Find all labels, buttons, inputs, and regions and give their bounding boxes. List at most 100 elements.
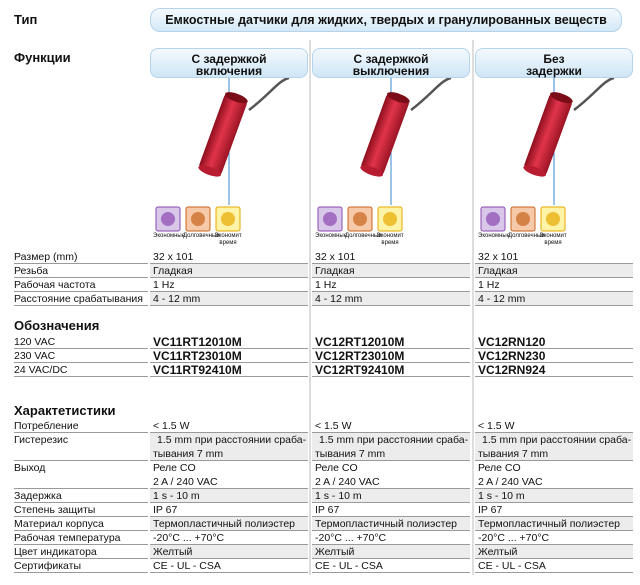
icon-glyph <box>516 212 530 226</box>
value-cell: Гладкая <box>475 264 633 278</box>
value-cell: VC12RT12010M <box>312 335 470 349</box>
value-line: 1.5 mm при расстоянии сраба- <box>482 434 632 446</box>
value-line: 1.5 mm при расстоянии сраба- <box>319 434 469 446</box>
row-label: 230 VAC <box>14 349 148 363</box>
row-label: Резьба <box>14 264 148 278</box>
row-label: Гистерезис <box>14 433 148 461</box>
value-cell: < 1.5 W <box>475 419 633 433</box>
icon-label: Долговечные <box>183 233 220 239</box>
row-label: Размер (mm) <box>14 250 148 264</box>
cable <box>573 76 615 111</box>
value-cell: Гладкая <box>312 264 470 278</box>
icon-glyph <box>486 212 500 226</box>
value-line: тывания 7 mm <box>478 448 549 460</box>
sensor-part <box>523 165 547 177</box>
value-cell: Реле CO 2 A / 240 VAC <box>150 461 308 489</box>
value-cell: < 1.5 W <box>150 419 308 433</box>
value-cell: IP 67 <box>150 503 308 517</box>
sensor-part <box>387 92 410 104</box>
icon-label: Экономные <box>478 233 511 239</box>
icon-label: Экономит время <box>376 233 404 246</box>
value-cell: 32 x 101 <box>475 250 633 264</box>
icon-glyph <box>353 212 367 226</box>
row-label: 24 VAC/DC <box>14 363 148 377</box>
icon-glyph <box>161 212 175 226</box>
value-cell: 1 s - 10 m <box>475 489 633 503</box>
value-line: Реле CO <box>315 462 358 474</box>
value-cell: 1 Hz <box>312 278 470 292</box>
value-cell: VC12RN120 <box>475 335 633 349</box>
type-label: Тип <box>14 12 38 27</box>
value-cell: VC12RT92410M <box>312 363 470 377</box>
icon-glyph <box>383 212 397 226</box>
value-cell: -20°C ... +70°C <box>150 531 308 545</box>
function-line: включения <box>195 64 263 78</box>
function-pill: С задержкой включения <box>150 48 308 78</box>
row-label: Степень защиты <box>14 503 148 517</box>
value-cell: 4 - 12 mm <box>475 292 633 306</box>
value-cell: -20°C ... +70°C <box>312 531 470 545</box>
row-label: Цвет индикатора <box>14 545 148 559</box>
row-label: Рабочая частота <box>14 278 148 292</box>
value-line: тывания 7 mm <box>315 448 386 460</box>
icon-label: Экономит время <box>214 233 242 246</box>
value-line: 2 A / 240 VAC <box>315 476 380 488</box>
value-cell: Термопластичный полиэстер <box>150 517 308 531</box>
value-cell: VC11RT92410M <box>150 363 308 377</box>
sensor-part <box>361 94 409 175</box>
sensor <box>198 92 248 177</box>
value-line: тывания 7 mm <box>153 448 224 460</box>
function-line: С задержкой <box>353 52 429 66</box>
sensor-part <box>360 165 384 177</box>
value-cell: CE - UL - CSA <box>150 559 308 573</box>
icon-glyph <box>191 212 205 226</box>
value-cell: Термопластичный полиэстер <box>312 517 470 531</box>
row-label: Потребление <box>14 419 148 433</box>
value-cell: 4 - 12 mm <box>312 292 470 306</box>
icon-label: Долговечные <box>345 233 382 239</box>
function-line: С задержкой <box>191 52 267 66</box>
icon-label: Экономные <box>153 233 186 239</box>
type-value: Емкостные датчики для жидких, твердых и … <box>150 8 622 32</box>
value-line: 2 A / 240 VAC <box>478 476 543 488</box>
function-line: выключения <box>352 64 430 78</box>
cable <box>410 76 452 111</box>
icon-glyph <box>546 212 560 226</box>
row-label: Задержка <box>14 489 148 503</box>
value-cell: 1 Hz <box>475 278 633 292</box>
icon-glyph <box>221 212 235 226</box>
value-cell: CE - UL - CSA <box>312 559 470 573</box>
value-line: 2 A / 240 VAC <box>153 476 218 488</box>
function-pill: Без задержки <box>475 48 633 78</box>
value-cell: 32 x 101 <box>150 250 308 264</box>
sensor-part <box>225 92 248 104</box>
value-cell: 32 x 101 <box>312 250 470 264</box>
value-cell: Реле CO 2 A / 240 VAC <box>475 461 633 489</box>
value-cell: Желтый <box>312 545 470 559</box>
value-line: Реле CO <box>478 462 521 474</box>
value-cell: VC12RN924 <box>475 363 633 377</box>
value-cell: 1.5 mm при расстоянии сраба-тывания 7 mm <box>312 433 470 461</box>
sensor <box>523 92 573 177</box>
value-cell: VC12RT23010M <box>312 349 470 363</box>
value-cell: 1 Hz <box>150 278 308 292</box>
value-cell: Термопластичный полиэстер <box>475 517 633 531</box>
function-line: Без <box>543 52 565 66</box>
value-cell: VC12RN230 <box>475 349 633 363</box>
row-label: 120 VAC <box>14 335 148 349</box>
sensor <box>360 92 410 177</box>
icon-label: Экономные <box>315 233 348 239</box>
value-cell: VC11RT23010M <box>150 349 308 363</box>
value-cell: Реле CO 2 A / 240 VAC <box>312 461 470 489</box>
function-pill: С задержкой выключения <box>312 48 470 78</box>
row-label: Расстояние срабатывания <box>14 292 148 306</box>
row-label: Выход <box>14 461 148 489</box>
value-line: Реле CO <box>153 462 196 474</box>
value-cell: Желтый <box>150 545 308 559</box>
value-line: 1.5 mm при расстоянии сраба- <box>157 434 307 446</box>
value-cell: Гладкая <box>150 264 308 278</box>
functions-label: Функции <box>14 50 71 65</box>
icon-glyph <box>323 212 337 226</box>
value-cell: 4 - 12 mm <box>150 292 308 306</box>
value-cell: 1 s - 10 m <box>312 489 470 503</box>
